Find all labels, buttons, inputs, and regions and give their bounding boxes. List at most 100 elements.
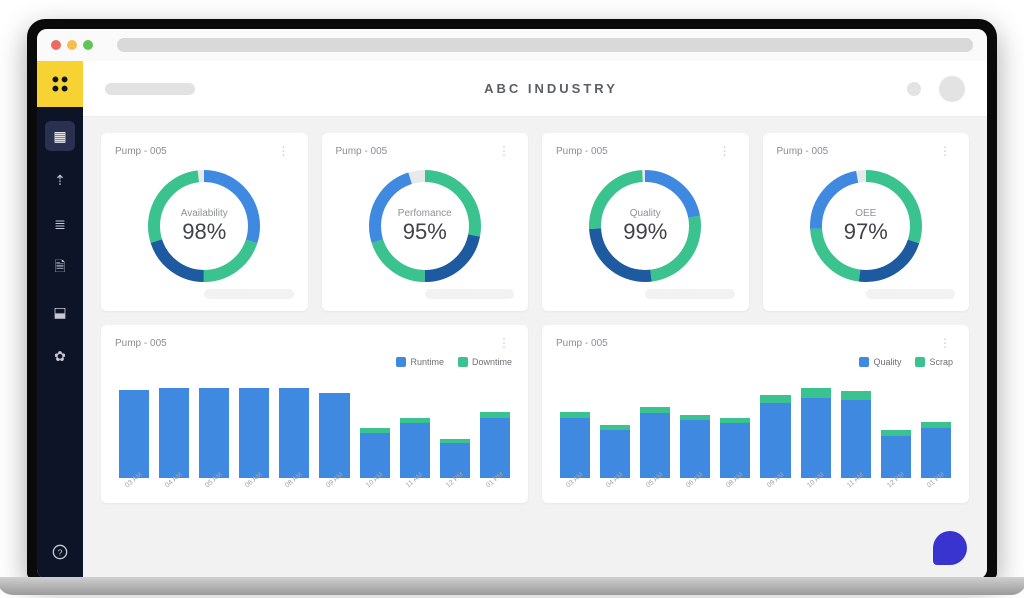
bar-segment-primary [440,443,470,478]
kpi-label: Quality [630,208,661,219]
bar-segment-primary [801,398,831,478]
bar-segment-primary [640,413,670,478]
bar-column: 06 AM [680,378,710,491]
bar-column: 09 AM [319,378,349,491]
bar-chart-card: Pump - 005 ⋮ Quality Scrap 03 AM 04 AM [542,325,969,503]
bar-segment-primary [199,388,229,478]
bar-column: 03 AM [119,378,149,491]
bar-segment-primary [760,403,790,478]
bar-column: 04 AM [159,378,189,491]
brand-logo[interactable] [37,61,83,107]
bar-segment-primary [360,433,390,478]
kpi-value: 98% [182,219,226,245]
bar-column: 12 PM [881,378,911,491]
main-area: ABC INDUSTRY Pump - 005 ⋮ Availability 9… [83,61,987,579]
bar-column: 12 PM [440,378,470,491]
bar-column: 04 AM [600,378,630,491]
bar-segment-primary [720,423,750,478]
devices-icon[interactable]: ≣ [45,209,75,239]
more-icon[interactable]: ⋮ [494,143,514,159]
bar-segment-primary [400,423,430,478]
bar-column: 05 AM [199,378,229,491]
window-close-icon[interactable] [51,40,61,50]
card-title: Pump - 005 [556,146,608,157]
bar-segment-primary [841,400,871,478]
kpi-row: Pump - 005 ⋮ Availability 98% Pump - 005… [101,133,969,311]
bar-segment-primary [480,418,510,478]
more-icon[interactable]: ⋮ [935,143,955,159]
bar-column: 10 AM [360,378,390,491]
card-title: Pump - 005 [115,338,167,349]
page-title: ABC INDUSTRY [213,81,889,96]
kpi-value: 95% [403,219,447,245]
bar-segment-primary [319,393,349,478]
kpi-card: Pump - 005 ⋮ Perfomance 95% [322,133,529,311]
screen: ▦⇡≣🗎⬓✿ ? ABC INDUSTRY Pump - [37,29,987,579]
bar-column: 11 AM [400,378,430,491]
card-footer-placeholder [425,289,514,299]
help-icon[interactable]: ? [45,537,75,567]
bar-segment-primary [680,420,710,478]
bar-segment-primary [239,388,269,478]
bar-column: 11 AM [841,378,871,491]
more-icon[interactable]: ⋮ [715,143,735,159]
kpi-label: OEE [855,208,876,219]
more-icon[interactable]: ⋮ [274,143,294,159]
kpi-value: 97% [844,219,888,245]
chart-row: Pump - 005 ⋮ Runtime Downtime 03 AM 04 A… [101,325,969,503]
card-title: Pump - 005 [115,146,167,157]
bar-column: 03 AM [560,378,590,491]
chart-legend: Runtime Downtime [115,357,512,367]
bar-segment-primary [119,390,149,478]
card-title: Pump - 005 [556,338,608,349]
bar-column: 10 AM [801,378,831,491]
avatar[interactable] [939,76,965,102]
kpi-value: 99% [623,219,667,245]
app-root: ▦⇡≣🗎⬓✿ ? ABC INDUSTRY Pump - [37,61,987,579]
chat-bubble-icon[interactable] [933,531,967,565]
bar-chart-card: Pump - 005 ⋮ Runtime Downtime 03 AM 04 A… [101,325,528,503]
reports-icon[interactable]: 🗎 [45,253,75,283]
bar-chart: 03 AM 04 AM 05 AM 06 AM [556,371,955,491]
bar-segment-primary [921,428,951,478]
bar-column: 08 AM [279,378,309,491]
legend-item: Runtime [396,357,444,367]
bar-column: 01 PM [480,378,510,491]
bar-segment-primary [600,430,630,478]
url-bar[interactable] [117,38,973,52]
notification-icon[interactable] [907,82,921,96]
bar-column: 06 AM [239,378,269,491]
bar-segment-secondary [760,395,790,403]
browser-chrome [37,29,987,61]
kpi-card: Pump - 005 ⋮ OEE 97% [763,133,970,311]
bar-segment-secondary [801,388,831,398]
bar-chart: 03 AM 04 AM 05 AM 06 AM [115,371,514,491]
legend-item: Scrap [915,357,953,367]
settings-icon[interactable]: ✿ [45,341,75,371]
more-icon[interactable]: ⋮ [494,335,514,351]
bar-segment-secondary [841,391,871,400]
kpi-card: Pump - 005 ⋮ Availability 98% [101,133,308,311]
bar-segment-primary [159,388,189,478]
breadcrumb-placeholder [105,83,195,95]
window-minimize-icon[interactable] [67,40,77,50]
donut-chart: OEE 97% [807,167,925,285]
svg-text:?: ? [58,547,63,557]
legend-item: Downtime [458,357,512,367]
bar-column: 08 AM [720,378,750,491]
bar-column: 01 PM [921,378,951,491]
top-bar: ABC INDUSTRY [83,61,987,117]
kpi-label: Perfomance [398,208,452,219]
dashboard-icon[interactable]: ▦ [45,121,75,151]
window-maximize-icon[interactable] [83,40,93,50]
bar-segment-primary [279,388,309,478]
donut-chart: Perfomance 95% [366,167,484,285]
kpi-card: Pump - 005 ⋮ Quality 99% [542,133,749,311]
analytics-icon[interactable]: ⇡ [45,165,75,195]
export-icon[interactable]: ⬓ [45,297,75,327]
bar-segment-primary [881,436,911,478]
legend-item: Quality [859,357,901,367]
more-icon[interactable]: ⋮ [935,335,955,351]
card-footer-placeholder [204,289,293,299]
sidebar: ▦ ⇡ ≣ 🗎 ⬓ ✿ ? [37,61,83,579]
